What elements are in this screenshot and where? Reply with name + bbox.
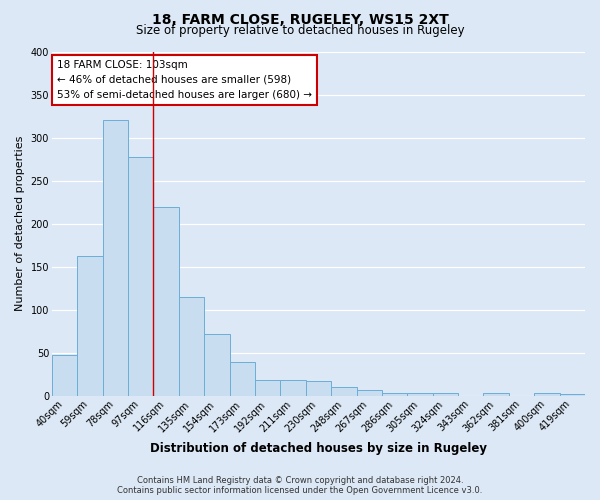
Bar xyxy=(407,394,433,396)
Bar xyxy=(103,120,128,396)
Bar xyxy=(382,394,407,396)
Text: 18, FARM CLOSE, RUGELEY, WS15 2XT: 18, FARM CLOSE, RUGELEY, WS15 2XT xyxy=(152,12,448,26)
Bar xyxy=(52,356,77,396)
Bar xyxy=(255,380,280,396)
Bar xyxy=(230,362,255,396)
Bar xyxy=(331,388,356,396)
Bar xyxy=(154,206,179,396)
Y-axis label: Number of detached properties: Number of detached properties xyxy=(15,136,25,312)
Bar xyxy=(179,297,204,396)
Bar xyxy=(433,394,458,396)
X-axis label: Distribution of detached houses by size in Rugeley: Distribution of detached houses by size … xyxy=(150,442,487,455)
Bar xyxy=(560,394,585,396)
Bar xyxy=(356,390,382,396)
Text: Contains HM Land Registry data © Crown copyright and database right 2024.
Contai: Contains HM Land Registry data © Crown c… xyxy=(118,476,482,495)
Bar xyxy=(306,382,331,396)
Bar xyxy=(128,156,154,396)
Bar xyxy=(484,392,509,396)
Text: Size of property relative to detached houses in Rugeley: Size of property relative to detached ho… xyxy=(136,24,464,37)
Bar xyxy=(77,256,103,396)
Text: 18 FARM CLOSE: 103sqm
← 46% of detached houses are smaller (598)
53% of semi-det: 18 FARM CLOSE: 103sqm ← 46% of detached … xyxy=(57,60,312,100)
Bar xyxy=(204,334,230,396)
Bar xyxy=(280,380,306,396)
Bar xyxy=(534,392,560,396)
